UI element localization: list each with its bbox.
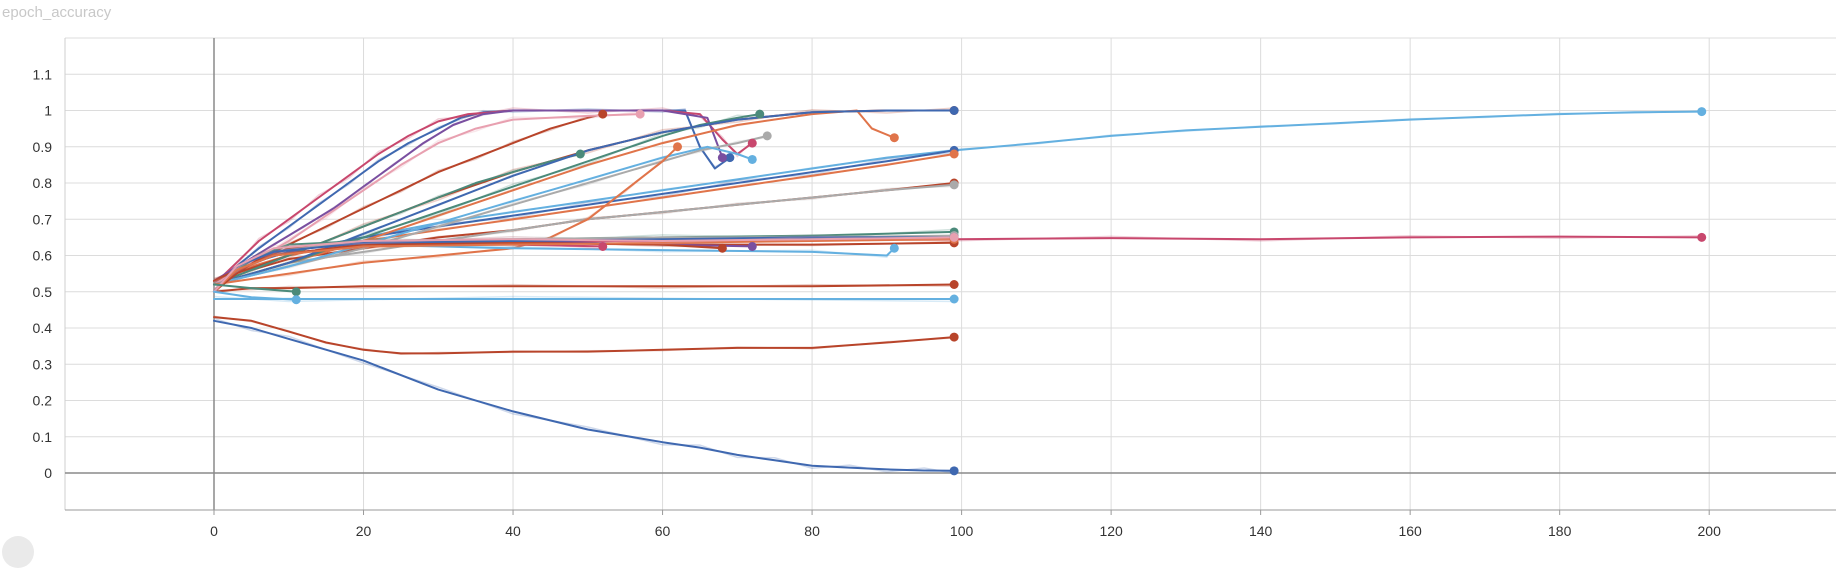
x-tick-label: 60 <box>655 523 671 539</box>
series-end-point <box>949 332 959 342</box>
y-tick-label: 0.7 <box>33 211 53 227</box>
tick-labels: 0 0.1 0.2 0.3 0.4 0.5 0.6 0.7 0.8 0.9 1 1.1 0 20 40 60 8… <box>33 66 1722 539</box>
y-tick-label: 0.2 <box>33 393 53 409</box>
y-tick-label: 0.4 <box>33 320 53 336</box>
x-tick-label: 200 <box>1698 523 1722 539</box>
series-end-point <box>725 153 735 163</box>
x-tick-label: 180 <box>1548 523 1572 539</box>
series-end-point <box>291 287 301 297</box>
y-tick-label: 0.9 <box>33 139 53 155</box>
series-line <box>213 316 956 355</box>
series-line <box>213 283 956 293</box>
x-tick-label: 20 <box>356 523 372 539</box>
series-line <box>213 134 769 286</box>
series-end-point <box>717 243 727 253</box>
y-tick-label: 1.1 <box>33 66 53 82</box>
y-tick-label: 0.3 <box>33 356 53 372</box>
series-end-point <box>747 138 757 148</box>
series-line <box>213 238 956 293</box>
series-end-point <box>575 149 585 159</box>
x-tick-label: 120 <box>1099 523 1123 539</box>
series-line <box>213 153 582 286</box>
series-end-point <box>747 241 757 251</box>
series-end-point <box>598 241 608 251</box>
chart-canvas[interactable]: 0 0.1 0.2 0.3 0.4 0.5 0.6 0.7 0.8 0.9 1 1.1 0 20 40 60 8… <box>0 0 1836 544</box>
series-end-point <box>1697 232 1707 242</box>
series-end-point <box>949 149 959 159</box>
x-tick-label: 160 <box>1398 523 1422 539</box>
corner-knob <box>2 536 34 568</box>
y-tick-label: 0.8 <box>33 175 53 191</box>
series-end-point <box>717 153 727 163</box>
series-end-point <box>949 466 959 476</box>
x-tick-label: 40 <box>505 523 521 539</box>
series-end-point <box>949 232 959 242</box>
series-end-point <box>598 109 608 119</box>
y-tick-label: 0.1 <box>33 429 53 445</box>
chart-title: epoch_accuracy <box>2 4 112 21</box>
series-end-point <box>755 109 765 119</box>
series-end-point <box>949 294 959 304</box>
series-end-point <box>747 154 757 164</box>
series-end-point <box>762 131 772 141</box>
series-end-point <box>949 180 959 190</box>
series-end-point <box>673 142 683 152</box>
series-end-point <box>291 295 301 305</box>
series-line <box>213 109 731 286</box>
series-end-markers <box>291 106 1707 476</box>
series-end-point <box>949 280 959 289</box>
x-tick-label: 100 <box>950 523 974 539</box>
series-end-point <box>889 243 899 253</box>
series-end-point <box>635 109 645 119</box>
series-line <box>213 319 956 472</box>
x-tick-label: 0 <box>210 523 218 539</box>
series-line <box>213 283 298 293</box>
series-line <box>213 145 754 286</box>
y-tick-label: 0.5 <box>33 284 53 300</box>
y-tick-label: 0.6 <box>33 248 53 264</box>
series-line <box>213 236 956 293</box>
series-line <box>213 290 298 301</box>
series-end-point <box>949 106 959 115</box>
x-tick-label: 80 <box>804 523 820 539</box>
y-tick-label: 1 <box>44 103 52 119</box>
x-tick-label: 140 <box>1249 523 1273 539</box>
y-tick-label: 0 <box>44 465 52 481</box>
series-lines <box>213 107 1703 475</box>
series-end-point <box>889 133 899 143</box>
series-end-point <box>1697 107 1707 117</box>
